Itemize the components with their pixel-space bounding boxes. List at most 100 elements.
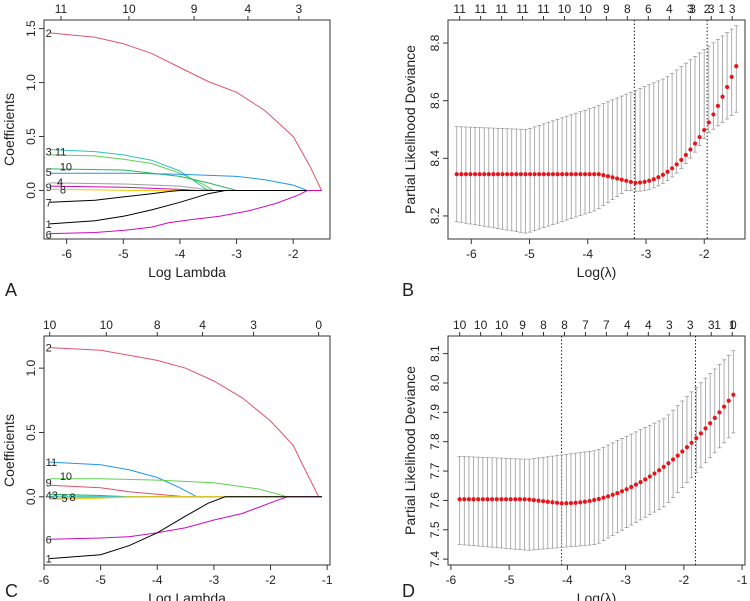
deviance-point — [688, 147, 693, 152]
deviance-point — [495, 172, 501, 177]
deviance-point — [550, 172, 556, 177]
y-axis-label: Coefficients — [1, 93, 17, 166]
top-tick-label: 10 — [100, 318, 114, 332]
deviance-point — [715, 103, 721, 108]
deviance-point — [508, 497, 513, 502]
deviance-point — [527, 172, 533, 177]
coef-path-3 — [49, 154, 322, 191]
top-tick-label: 0 — [315, 318, 322, 332]
top-tick-label: 1 — [718, 2, 725, 16]
top-tick-label: 2 — [704, 2, 711, 16]
panel-letter: B — [402, 280, 414, 300]
top-tick-label: 10 — [495, 318, 509, 332]
deviance-point — [592, 497, 597, 503]
deviance-point — [601, 173, 606, 178]
deviance-point — [459, 172, 464, 177]
top-tick-label: 11 — [55, 2, 68, 16]
deviance-point — [518, 172, 523, 177]
deviance-point — [503, 497, 509, 502]
x-tick-label: -4 — [562, 573, 573, 587]
panel-letter: C — [5, 581, 18, 601]
top-tick-label: 10 — [43, 318, 57, 332]
x-tick-label: -2 — [679, 573, 690, 587]
top-tick-label: 10 — [122, 2, 136, 16]
y-tick-label: 7.7 — [428, 462, 442, 479]
deviance-point — [726, 398, 731, 403]
coef-label: 11 — [46, 457, 57, 469]
deviance-point — [665, 169, 670, 174]
top-tick-label: 10 — [558, 2, 572, 16]
deviance-point — [702, 127, 707, 133]
coef-label: 1 — [46, 554, 52, 566]
deviance-point — [564, 172, 569, 177]
deviance-point — [615, 176, 620, 181]
deviance-point — [724, 84, 730, 90]
deviance-point — [500, 172, 505, 177]
deviance-point — [675, 453, 680, 458]
coef-label: 6 — [46, 230, 52, 242]
deviance-point — [582, 499, 588, 504]
top-tick-label: 7 — [603, 318, 610, 332]
top-tick-label: 4 — [199, 318, 206, 332]
deviance-point — [532, 172, 537, 177]
x-tick-label: -2 — [265, 573, 276, 587]
plot-frame — [43, 335, 331, 566]
top-tick-label: 10 — [474, 318, 488, 332]
top-tick-label: 8 — [540, 318, 547, 332]
deviance-point — [468, 172, 473, 177]
deviance-point — [624, 487, 629, 492]
top-tick-label: 10 — [579, 2, 593, 16]
deviance-point — [711, 112, 716, 117]
deviance-point — [721, 404, 727, 409]
top-tick-label: 3 — [250, 318, 257, 332]
y-tick-label: 8.2 — [428, 207, 442, 224]
coef-label: 10 — [60, 162, 72, 174]
top-tick-label: 9 — [191, 2, 198, 16]
deviance-point — [494, 497, 499, 502]
deviance-point — [610, 175, 615, 180]
coef-path-6 — [49, 190, 322, 235]
deviance-point — [513, 497, 518, 502]
deviance-point — [527, 497, 532, 502]
top-tick-label: 3 — [708, 318, 715, 332]
top-tick-label: 1 — [729, 318, 736, 332]
top-tick-label: 0 — [730, 318, 737, 332]
deviance-point — [657, 468, 662, 473]
coef-path-5 — [49, 172, 322, 191]
deviance-point — [698, 431, 703, 436]
y-tick-label: 8.8 — [428, 34, 442, 51]
top-tick-label: 6 — [645, 2, 652, 16]
y-tick-label: 8.1 — [428, 345, 442, 362]
deviance-point — [651, 177, 656, 182]
x-tick-label: -4 — [175, 247, 186, 261]
top-tick-label: 11 — [537, 2, 550, 16]
top-tick-label: 11 — [453, 2, 466, 16]
deviance-point — [536, 498, 541, 503]
deviance-point — [605, 494, 611, 499]
deviance-point — [546, 172, 551, 177]
x-tick-label: -6 — [61, 247, 72, 261]
top-tick-label: 8 — [624, 2, 631, 16]
deviance-point — [628, 179, 633, 185]
coef-path-7 — [49, 190, 322, 203]
deviance-point — [550, 500, 555, 505]
deviance-point — [578, 172, 583, 177]
deviance-point — [656, 175, 661, 180]
deviance-point — [573, 172, 578, 177]
top-tick-label: 9 — [519, 318, 526, 332]
deviance-point — [670, 166, 675, 171]
y-axis-label: Coefficients — [1, 414, 17, 487]
coef-label: 7 — [46, 197, 52, 209]
plot-frame — [43, 19, 331, 240]
deviance-point — [679, 157, 684, 163]
top-tick-label: 3 — [687, 318, 694, 332]
y-tick-label: 7.6 — [428, 492, 442, 509]
y-tick-label: 0.5 — [24, 424, 38, 441]
deviance-point — [476, 497, 481, 502]
deviance-point — [472, 172, 478, 177]
top-tick-label: 11 — [495, 2, 508, 16]
x-axis-label: Log Lambda — [148, 590, 226, 601]
x-axis-label: Log Lambda — [148, 264, 226, 280]
coef-label: 1 — [46, 219, 52, 231]
deviance-point — [694, 436, 699, 441]
